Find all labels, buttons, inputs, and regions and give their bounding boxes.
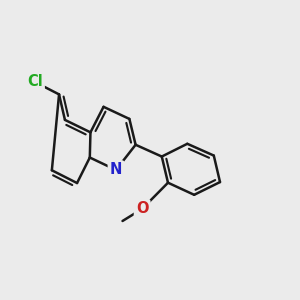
- Text: N: N: [110, 163, 122, 178]
- Text: O: O: [136, 201, 148, 216]
- Text: Cl: Cl: [27, 74, 43, 89]
